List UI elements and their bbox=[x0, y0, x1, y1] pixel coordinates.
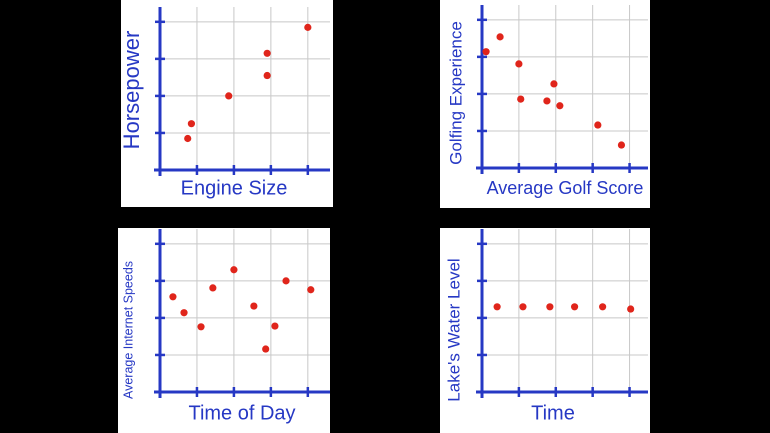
point bbox=[282, 277, 290, 285]
panel bbox=[121, 0, 333, 207]
x-axis-label: Time of Day bbox=[188, 402, 295, 424]
point bbox=[594, 121, 602, 129]
point bbox=[271, 322, 279, 330]
point bbox=[262, 345, 270, 353]
point bbox=[230, 266, 238, 274]
point bbox=[263, 49, 271, 57]
point bbox=[263, 71, 271, 80]
point bbox=[570, 303, 579, 311]
point bbox=[515, 60, 523, 68]
point bbox=[617, 141, 626, 149]
point bbox=[184, 134, 192, 143]
point bbox=[197, 323, 205, 331]
point bbox=[517, 95, 525, 103]
point bbox=[493, 303, 501, 311]
panel bbox=[440, 228, 650, 433]
point bbox=[482, 48, 490, 56]
point bbox=[187, 120, 196, 128]
point bbox=[556, 102, 564, 110]
point bbox=[304, 23, 312, 31]
y-axis-label: Horsepower bbox=[119, 31, 144, 150]
x-axis-label: Time bbox=[531, 402, 575, 424]
point bbox=[209, 284, 217, 292]
point bbox=[180, 309, 188, 317]
y-axis-label: Golfing Experience bbox=[446, 21, 465, 165]
panel bbox=[118, 228, 330, 433]
point bbox=[496, 33, 504, 41]
x-axis-label: Engine Size bbox=[181, 177, 288, 199]
point bbox=[546, 303, 554, 311]
point bbox=[519, 303, 527, 311]
panel bbox=[440, 0, 650, 208]
point bbox=[250, 302, 258, 310]
point bbox=[550, 80, 558, 88]
y-axis-label: Lake's Water Level bbox=[444, 258, 463, 401]
x-axis-label: Average Golf Score bbox=[487, 178, 644, 198]
point bbox=[225, 92, 233, 100]
point bbox=[307, 286, 315, 294]
y-axis-label: Average Internet Speeds bbox=[121, 261, 135, 399]
point bbox=[543, 97, 551, 105]
point bbox=[169, 293, 177, 301]
point bbox=[627, 305, 635, 313]
point bbox=[599, 303, 607, 311]
